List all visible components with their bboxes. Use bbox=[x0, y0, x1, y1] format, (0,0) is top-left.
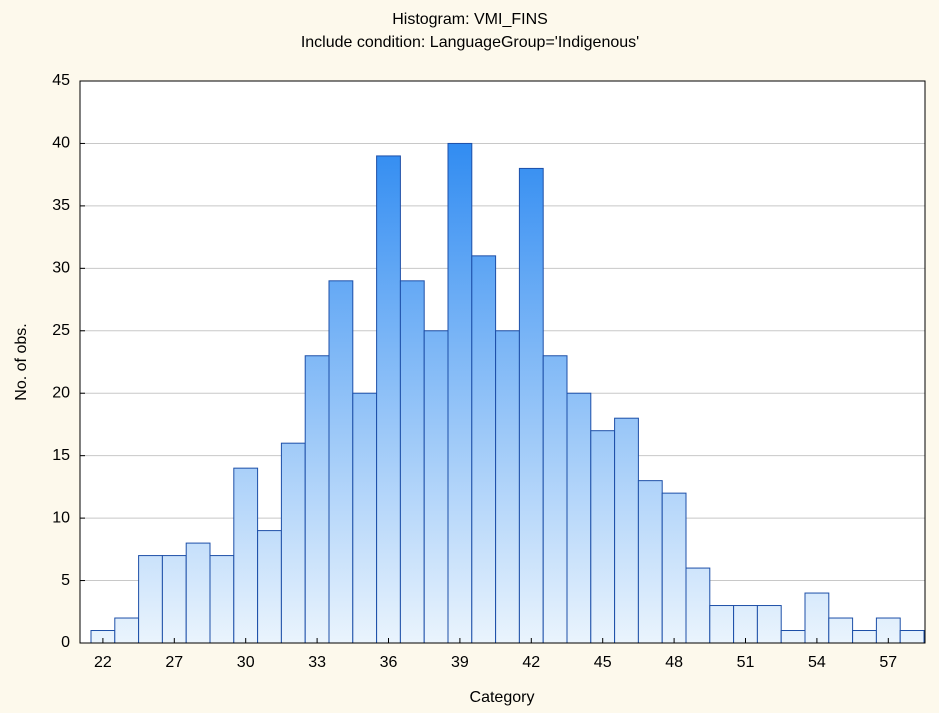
bar bbox=[661, 492, 687, 644]
bar bbox=[233, 467, 259, 644]
y-tick-label: 5 bbox=[61, 572, 70, 589]
bar bbox=[352, 392, 378, 644]
x-tick-label: 48 bbox=[665, 654, 683, 671]
x-tick-label: 22 bbox=[94, 654, 112, 671]
bar bbox=[399, 280, 425, 644]
y-tick-label: 35 bbox=[52, 197, 70, 214]
bar bbox=[257, 530, 282, 644]
chart-subtitle: Include condition: LanguageGroup='Indige… bbox=[301, 34, 639, 51]
bar bbox=[709, 605, 735, 644]
bar bbox=[542, 355, 568, 644]
x-tick-label: 27 bbox=[165, 654, 183, 671]
bar bbox=[852, 630, 877, 644]
x-tick-label: 39 bbox=[451, 654, 469, 671]
y-tick-label: 15 bbox=[52, 447, 70, 464]
bar bbox=[376, 155, 401, 644]
bar bbox=[280, 442, 306, 644]
bar bbox=[114, 617, 140, 644]
bar bbox=[185, 542, 211, 644]
y-tick-label: 45 bbox=[52, 72, 70, 89]
bar bbox=[518, 167, 544, 644]
bar bbox=[828, 617, 854, 644]
x-tick-label: 42 bbox=[522, 654, 540, 671]
bar bbox=[328, 280, 354, 644]
x-tick-label: 33 bbox=[308, 654, 326, 671]
bar bbox=[447, 142, 473, 644]
chart-title: Histogram: VMI_FINS bbox=[392, 11, 548, 28]
bar bbox=[685, 567, 711, 644]
x-tick-label: 51 bbox=[737, 654, 755, 671]
bar bbox=[899, 630, 925, 644]
x-tick-label: 36 bbox=[380, 654, 398, 671]
y-tick-label: 10 bbox=[52, 509, 70, 526]
bar bbox=[590, 430, 616, 644]
x-tick-label: 54 bbox=[808, 654, 826, 671]
bar bbox=[614, 417, 639, 644]
x-tick-label: 57 bbox=[879, 654, 897, 671]
x-tick-label: 30 bbox=[237, 654, 255, 671]
bar bbox=[733, 605, 758, 644]
x-tick-label: 45 bbox=[594, 654, 612, 671]
y-axis-label: No. of obs. bbox=[13, 323, 30, 400]
bar bbox=[471, 255, 497, 644]
bar bbox=[209, 555, 235, 644]
bar bbox=[423, 330, 449, 644]
y-tick-label: 25 bbox=[52, 322, 70, 339]
bar bbox=[566, 392, 592, 644]
bar bbox=[304, 355, 330, 644]
y-tick-label: 20 bbox=[52, 384, 70, 401]
plot-border bbox=[79, 80, 926, 644]
bar bbox=[495, 330, 520, 644]
y-tick-label: 30 bbox=[52, 260, 70, 277]
y-tick-label: 0 bbox=[61, 634, 70, 651]
bar bbox=[161, 555, 187, 644]
bar bbox=[138, 555, 163, 644]
bar bbox=[637, 480, 663, 644]
bar bbox=[756, 605, 782, 644]
bar bbox=[780, 630, 806, 644]
x-axis-label: Category bbox=[470, 689, 535, 706]
y-tick-label: 40 bbox=[52, 135, 70, 152]
bar bbox=[804, 592, 830, 644]
